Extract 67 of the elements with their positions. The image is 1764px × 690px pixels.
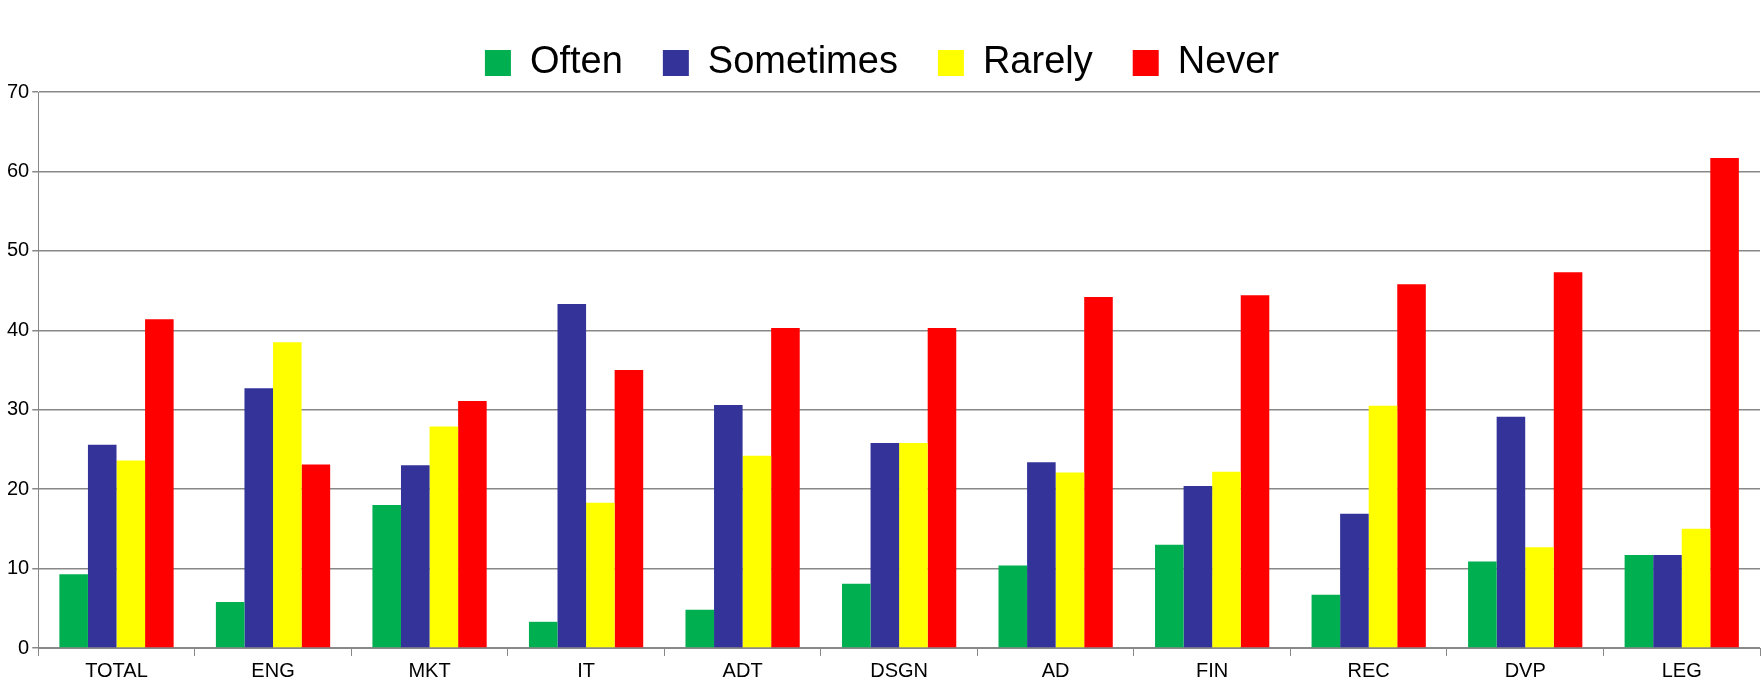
x-tick-label: LEG — [1661, 658, 1702, 681]
x-tick-label: ENG — [251, 658, 295, 681]
bar — [116, 460, 146, 648]
bar — [273, 342, 302, 648]
bar — [1027, 462, 1056, 648]
bar — [372, 505, 401, 648]
y-tick-label: 60 — [7, 158, 30, 181]
y-tick-label: 40 — [7, 317, 30, 340]
x-tick-label: REC — [1347, 658, 1390, 681]
x-tick-label: IT — [577, 658, 595, 681]
bar — [1653, 555, 1682, 648]
bar — [87, 444, 117, 648]
bar — [1084, 296, 1113, 648]
bar — [400, 465, 430, 648]
x-tick-label: TOTAL — [85, 658, 148, 681]
bar — [771, 327, 800, 648]
bar — [742, 455, 772, 648]
bar — [145, 319, 174, 648]
bar — [899, 443, 928, 648]
bar — [1340, 513, 1369, 648]
bar — [458, 400, 487, 648]
bar — [528, 621, 558, 648]
bar — [714, 404, 743, 648]
x-tick-label: FIN — [1196, 658, 1229, 681]
bar — [870, 443, 900, 648]
bar — [1055, 472, 1085, 648]
bar — [1397, 284, 1426, 648]
bar — [1681, 528, 1711, 648]
legend-label: Sometimes — [707, 39, 898, 82]
bar — [1624, 555, 1654, 648]
bar — [1155, 544, 1184, 648]
y-tick-label: 10 — [7, 556, 30, 579]
x-tick-label: ADT — [722, 658, 763, 681]
bar — [1183, 485, 1213, 648]
bar — [301, 464, 331, 648]
bar — [215, 601, 245, 648]
y-tick-label: 20 — [7, 476, 30, 499]
x-tick-label: MKT — [408, 658, 451, 681]
legend-label: Never — [1177, 39, 1280, 82]
bar — [244, 388, 274, 648]
legend-label: Often — [529, 39, 623, 82]
bar — [1311, 594, 1341, 648]
bar — [557, 304, 587, 648]
y-tick-label: 0 — [18, 635, 30, 658]
bar — [1553, 272, 1583, 648]
bar — [1525, 547, 1554, 648]
x-tick-label: AD — [1041, 658, 1070, 681]
x-tick-label: DSGN — [870, 658, 929, 681]
bar — [1240, 295, 1270, 648]
y-tick-label: 30 — [7, 397, 30, 420]
y-tick-label: 70 — [7, 79, 30, 102]
bar — [1212, 471, 1241, 648]
bar — [927, 327, 957, 648]
bar — [1368, 405, 1398, 648]
bar — [429, 426, 459, 648]
legend-label: Rarely — [982, 39, 1093, 82]
bar — [841, 583, 871, 648]
y-tick-label: 50 — [7, 238, 30, 261]
bar — [59, 574, 88, 648]
bar — [1468, 561, 1497, 648]
bar — [586, 502, 615, 648]
bar — [614, 370, 644, 648]
bar — [1710, 157, 1739, 648]
bar — [685, 609, 715, 648]
bar — [998, 565, 1028, 648]
bar — [1496, 416, 1526, 648]
x-tick-label: DVP — [1504, 658, 1546, 681]
